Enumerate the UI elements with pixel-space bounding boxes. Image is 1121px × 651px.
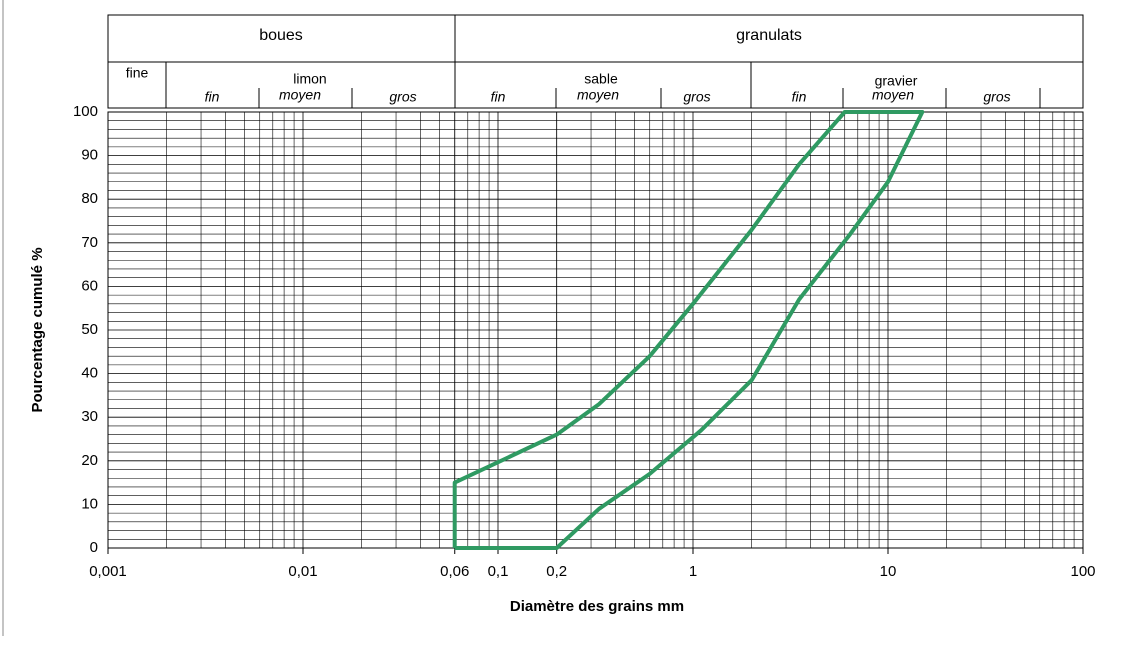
grid (107, 111, 1084, 549)
x-tick-label: 0,1 (488, 563, 509, 580)
y-tick-label: 0 (90, 539, 98, 556)
y-tick-label: 30 (81, 408, 98, 425)
subclass-label: moyen (279, 87, 321, 103)
subclass-label: gros (389, 89, 416, 105)
x-tick-label: 0,2 (546, 563, 567, 580)
y-tick-label: 100 (73, 103, 98, 120)
x-tick-label: 0,01 (288, 563, 317, 580)
class-label: limon (293, 71, 326, 87)
plot-frame (107, 111, 1084, 549)
x-tick-label: 10 (880, 563, 897, 580)
y-tick-label: 50 (81, 321, 98, 338)
subclass-label: fin (205, 89, 220, 105)
group-label: boues (259, 27, 303, 44)
envelope-line (452, 110, 925, 550)
subclass-label: fin (792, 89, 807, 105)
x-tick-label: 0,001 (89, 563, 127, 580)
y-tick-label: 20 (81, 452, 98, 469)
y-tick-label: 40 (81, 365, 98, 382)
x-tick-label: 100 (1070, 563, 1095, 580)
class-label: sable (584, 71, 618, 87)
subclass-label: moyen (577, 87, 619, 103)
class-label: fine (126, 65, 149, 81)
subclass-label: moyen (872, 87, 914, 103)
subclass-label: gros (983, 89, 1010, 105)
y-tick-label: 80 (81, 190, 98, 207)
subclass-label: gros (683, 89, 710, 105)
classification-labels: boues granulats fine limon fin moyen gro… (126, 27, 1011, 104)
classification-table (107, 14, 1084, 109)
x-tick-label: 1 (689, 563, 697, 580)
y-tick-label: 60 (81, 277, 98, 294)
y-tick-label: 90 (81, 147, 98, 164)
y-axis-label: Pourcentage cumulé % (29, 247, 46, 412)
y-tick-label: 70 (81, 234, 98, 251)
y-tick-label: 10 (81, 495, 98, 512)
group-label: granulats (736, 27, 802, 44)
x-axis-label: Diamètre des grains mm (510, 598, 684, 615)
subclass-label: fin (491, 89, 506, 105)
class-label: gravier (875, 73, 918, 89)
x-tick-label: 0,06 (440, 563, 469, 580)
